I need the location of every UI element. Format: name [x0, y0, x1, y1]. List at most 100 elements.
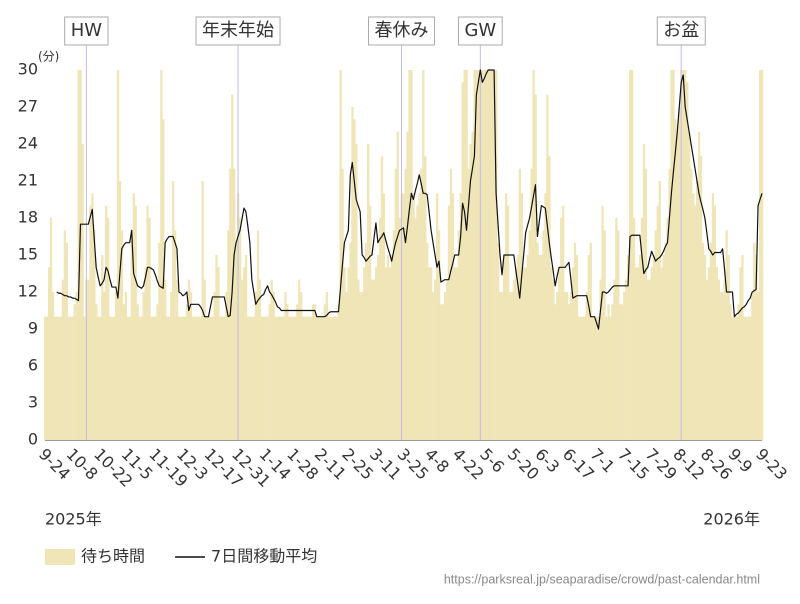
bar: [518, 168, 522, 440]
bar: [711, 193, 715, 440]
bar: [49, 218, 53, 440]
bar: [739, 267, 742, 440]
bar: [522, 267, 525, 440]
bars: [44, 70, 764, 441]
bar: [370, 279, 374, 440]
bar: [65, 242, 68, 440]
bar: [542, 230, 545, 440]
bar: [150, 316, 153, 440]
bar: [707, 267, 711, 440]
bar: [538, 255, 541, 440]
bar: [495, 70, 498, 440]
bar: [95, 304, 98, 440]
bar: [605, 316, 608, 440]
bar: [53, 316, 57, 440]
bar: [463, 70, 466, 440]
bar: [227, 230, 230, 440]
bar: [386, 255, 390, 440]
bar: [567, 304, 571, 440]
bar: [548, 156, 551, 441]
bar: [181, 316, 185, 440]
bar: [138, 316, 141, 440]
bar: [246, 316, 250, 440]
bar: [349, 242, 352, 440]
bar: [365, 242, 368, 440]
bar: [514, 267, 518, 440]
bar: [406, 131, 409, 440]
bar: [426, 242, 429, 440]
bar: [686, 82, 689, 440]
annotation-box: [64, 16, 109, 46]
bar: [244, 255, 248, 440]
bar: [302, 316, 305, 440]
bar: [103, 292, 106, 440]
bar: [674, 119, 677, 440]
bar: [75, 292, 78, 440]
bar: [130, 230, 133, 440]
bar: [455, 267, 458, 440]
bar: [339, 70, 342, 440]
bar: [363, 267, 366, 440]
bar: [221, 316, 224, 440]
bar: [546, 94, 549, 441]
bar: [317, 316, 321, 440]
bar: [140, 316, 143, 440]
bar: [465, 70, 468, 440]
bar: [457, 230, 460, 440]
bar: [499, 292, 502, 440]
bar: [715, 267, 718, 440]
bar: [544, 193, 547, 440]
bar: [670, 70, 673, 440]
bar: [729, 304, 732, 440]
bar: [751, 292, 754, 440]
bar: [384, 267, 388, 440]
bar: [132, 193, 135, 440]
bar: [282, 316, 285, 440]
bar: [416, 205, 419, 440]
bar: [621, 304, 624, 440]
bar: [713, 205, 717, 440]
bar: [164, 279, 167, 440]
bar: [276, 316, 279, 440]
bar: [684, 70, 687, 440]
bar: [390, 255, 393, 440]
bar: [380, 156, 384, 441]
bar: [359, 292, 362, 440]
bar: [97, 316, 100, 440]
bar: [449, 168, 453, 440]
bar: [510, 292, 514, 440]
bar: [290, 316, 293, 440]
bar: [623, 292, 626, 440]
bar: [717, 279, 720, 440]
bar: [569, 292, 573, 440]
bar: [625, 279, 628, 440]
bar: [329, 316, 332, 440]
bar: [591, 316, 594, 440]
bar: [733, 316, 736, 440]
bar: [477, 70, 480, 440]
bar: [321, 316, 325, 440]
bar: [701, 242, 705, 440]
bar: [662, 255, 665, 440]
bar: [536, 242, 539, 440]
bar: [418, 193, 421, 440]
bar: [619, 304, 622, 440]
bar: [189, 292, 193, 440]
bar: [256, 230, 260, 440]
bar: [577, 316, 581, 440]
bar: [571, 267, 575, 440]
bar: [617, 230, 620, 440]
bar: [47, 267, 51, 440]
bar: [648, 279, 652, 440]
bar: [483, 70, 486, 440]
bar: [562, 205, 565, 440]
bar: [185, 304, 189, 440]
annotation-label: GW: [464, 20, 496, 41]
bar: [603, 230, 606, 440]
year-label: 2025年: [45, 510, 102, 529]
bar: [372, 279, 376, 440]
bar: [294, 316, 297, 440]
bar: [122, 304, 126, 440]
bar: [274, 316, 277, 440]
bar: [721, 292, 724, 440]
